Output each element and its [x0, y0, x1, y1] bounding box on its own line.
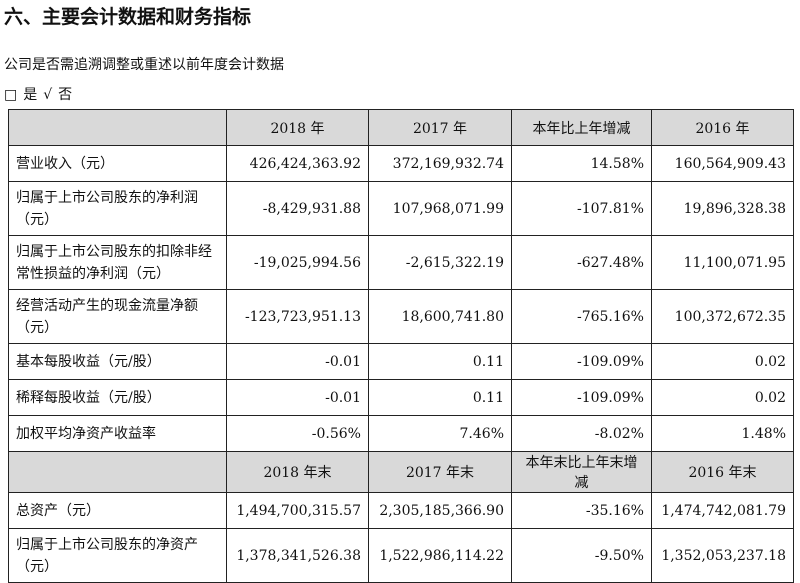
value-cell: 1,474,742,081.79 — [651, 492, 794, 529]
header-row: 2018 年末 2017 年末 本年末比上年末增减 2016 年末 — [8, 451, 794, 493]
column-header: 2017 年 — [368, 109, 512, 146]
value-cell: -627.48% — [511, 235, 652, 290]
value-cell: -9.50% — [511, 528, 652, 583]
row-label: 总资产（元） — [8, 492, 227, 529]
column-header: 2017 年末 — [368, 451, 512, 493]
choice-yes-label: 是 — [23, 87, 38, 103]
value-cell: -109.09% — [511, 379, 652, 416]
row-label: 归属于上市公司股东的净利润（元） — [8, 181, 227, 236]
value-cell: 11,100,071.95 — [651, 235, 794, 290]
restatement-choice: □ 是 √ 否 — [4, 84, 78, 104]
table-row: 基本每股收益（元/股） -0.01 0.11 -109.09% 0.02 — [8, 343, 794, 380]
value-cell: 1,522,986,114.22 — [368, 528, 512, 583]
value-cell: -123,723,951.13 — [226, 289, 369, 344]
row-label: 经营活动产生的现金流量净额（元） — [8, 289, 227, 344]
column-header: 本年末比上年末增减 — [511, 451, 652, 493]
value-cell: 1,378,341,526.38 — [226, 528, 369, 583]
value-cell: -0.56% — [226, 415, 369, 452]
value-cell: -8.02% — [511, 415, 652, 452]
value-cell: 107,968,071.99 — [368, 181, 512, 236]
value-cell: 2,305,185,366.90 — [368, 492, 512, 529]
table-row: 营业收入（元） 426,424,363.92 372,169,932.74 14.58… — [8, 145, 794, 182]
value-cell: 18,600,741.80 — [368, 289, 512, 344]
value-cell: -35.16% — [511, 492, 652, 529]
column-header: 本年比上年增减 — [511, 109, 652, 146]
column-header: 2016 年 — [651, 109, 794, 146]
column-header: 2018 年 — [226, 109, 369, 146]
row-label: 稀释每股收益（元/股） — [8, 379, 227, 416]
value-cell: 0.11 — [368, 343, 512, 380]
value-cell: 1,352,053,237.18 — [651, 528, 794, 583]
value-cell: -109.09% — [511, 343, 652, 380]
header-blank-cell — [8, 451, 227, 493]
checkbox-empty-icon: □ — [4, 87, 18, 103]
header-blank-cell — [8, 109, 227, 146]
value-cell: -0.01 — [226, 343, 369, 380]
value-cell: 19,896,328.38 — [651, 181, 794, 236]
check-icon: √ — [43, 87, 53, 103]
table-row: 加权平均净资产收益率 -0.56% 7.46% -8.02% 1.48% — [8, 415, 794, 452]
header-row: 2018 年 2017 年本年比上年增减 2016 年 — [8, 109, 794, 146]
value-cell: 7.46% — [368, 415, 512, 452]
value-cell: 0.11 — [368, 379, 512, 416]
value-cell: 100,372,672.35 — [651, 289, 794, 344]
row-label: 营业收入（元） — [8, 145, 227, 182]
value-cell: -8,429,931.88 — [226, 181, 369, 236]
value-cell: 1.48% — [651, 415, 794, 452]
value-cell: -0.01 — [226, 379, 369, 416]
column-header: 2016 年末 — [651, 451, 794, 493]
value-cell: 160,564,909.43 — [651, 145, 794, 182]
table-row: 稀释每股收益（元/股） -0.01 0.11 -109.09% 0.02 — [8, 379, 794, 416]
row-label: 基本每股收益（元/股） — [8, 343, 227, 380]
table-row: 经营活动产生的现金流量净额（元） -123,723,951.13 18,600,74… — [8, 289, 794, 344]
section-heading: 六、主要会计数据和财务指标 — [4, 6, 252, 28]
value-cell: -107.81% — [511, 181, 652, 236]
restatement-question: 公司是否需追溯调整或重述以前年度会计数据 — [4, 57, 284, 73]
value-cell: 14.58% — [511, 145, 652, 182]
financial-indicators-table: 2018 年 2017 年本年比上年增减 2016 年营业收入（元） 426,424,… — [8, 109, 794, 583]
value-cell: 0.02 — [651, 379, 794, 416]
row-label: 归属于上市公司股东的净资产（元） — [8, 528, 227, 583]
table-row: 归属于上市公司股东的扣除非经常性损益的净利润（元） -19,025,994.56-… — [8, 235, 794, 290]
row-label: 归属于上市公司股东的扣除非经常性损益的净利润（元） — [8, 235, 227, 290]
value-cell: 426,424,363.92 — [226, 145, 369, 182]
choice-no-label: 否 — [58, 87, 73, 103]
value-cell: 0.02 — [651, 343, 794, 380]
value-cell: -2,615,322.19 — [368, 235, 512, 290]
table-row: 归属于上市公司股东的净资产（元） 1,378,341,526.38 1,522,98… — [8, 528, 794, 583]
table-row: 总资产（元） 1,494,700,315.57 2,305,185,366.90 -3… — [8, 492, 794, 529]
value-cell: -765.16% — [511, 289, 652, 344]
column-header: 2018 年末 — [226, 451, 369, 493]
value-cell: 1,494,700,315.57 — [226, 492, 369, 529]
value-cell: -19,025,994.56 — [226, 235, 369, 290]
row-label: 加权平均净资产收益率 — [8, 415, 227, 452]
value-cell: 372,169,932.74 — [368, 145, 512, 182]
table-row: 归属于上市公司股东的净利润（元） -8,429,931.88 107,968,071… — [8, 181, 794, 236]
